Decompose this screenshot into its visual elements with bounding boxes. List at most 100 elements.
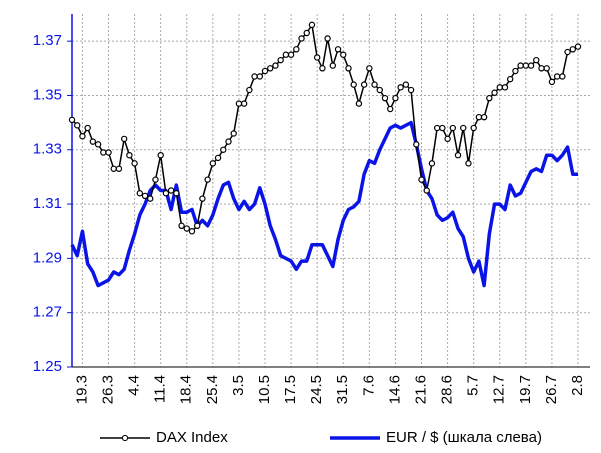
y-tick-label: 1.31 — [33, 195, 62, 212]
marker — [261, 67, 269, 75]
x-tick-label: 18.4 — [178, 375, 195, 404]
x-tick-label: 19.3 — [73, 375, 90, 404]
marker — [204, 176, 211, 183]
marker — [319, 65, 326, 72]
marker — [256, 73, 263, 80]
marker — [324, 35, 331, 42]
marker — [345, 65, 352, 72]
marker — [230, 130, 237, 137]
marker — [240, 100, 248, 107]
marker — [574, 43, 582, 50]
marker — [366, 65, 373, 72]
marker — [303, 29, 310, 37]
marker — [141, 192, 149, 200]
marker — [553, 73, 561, 80]
marker — [131, 160, 138, 167]
x-tick-label: 7.6 — [360, 375, 377, 396]
marker — [188, 228, 196, 235]
x-tick-label: 2.8 — [569, 375, 586, 396]
marker — [512, 67, 519, 75]
marker — [178, 222, 185, 229]
marker — [392, 94, 399, 102]
x-tick-label: 3.5 — [230, 375, 247, 396]
marker — [569, 46, 576, 53]
marker — [376, 86, 383, 94]
marker — [418, 176, 425, 183]
x-tick-label: 21.6 — [412, 375, 429, 404]
marker — [126, 151, 133, 159]
marker — [439, 124, 446, 132]
marker — [282, 51, 290, 58]
marker — [527, 62, 535, 69]
marker — [480, 113, 488, 121]
marker — [277, 56, 284, 64]
x-tick-label: 17.5 — [282, 375, 299, 404]
marker — [220, 146, 227, 153]
x-tick-label: 19.7 — [517, 375, 534, 404]
marker — [308, 21, 316, 29]
y-tick-label: 1.35 — [33, 86, 62, 103]
marker — [152, 176, 159, 183]
x-tick-label: 28.6 — [439, 375, 456, 404]
marker — [214, 154, 222, 162]
marker — [287, 51, 295, 58]
y-tick-label: 1.25 — [33, 358, 62, 375]
x-tick-label: 24.5 — [308, 375, 325, 404]
marker — [428, 160, 436, 167]
marker — [89, 138, 97, 145]
y-tick-label: 1.27 — [33, 304, 62, 321]
marker — [350, 81, 357, 88]
marker — [475, 113, 483, 121]
marker — [407, 86, 415, 94]
marker — [559, 73, 566, 80]
marker — [538, 65, 545, 72]
marker — [120, 135, 128, 143]
marker — [444, 135, 451, 143]
y-tick-label: 1.33 — [33, 141, 62, 158]
marker — [199, 195, 206, 202]
marker — [147, 195, 154, 202]
marker — [491, 89, 498, 96]
marker — [548, 78, 556, 86]
marker — [454, 151, 462, 159]
marker — [506, 75, 514, 83]
marker — [355, 100, 363, 107]
y-tick-label: 1.29 — [33, 249, 62, 266]
marker — [517, 62, 524, 69]
marker — [272, 62, 279, 69]
marker — [387, 105, 394, 113]
x-tick-label: 14.6 — [386, 375, 403, 404]
marker — [84, 124, 91, 132]
marker — [167, 187, 175, 194]
legend-label: DAX Index — [156, 429, 228, 446]
marker — [100, 149, 107, 156]
marker — [110, 165, 117, 172]
marker — [246, 86, 253, 94]
y-tick-label: 1.37 — [33, 32, 62, 49]
x-tick-label: 12.7 — [491, 375, 508, 404]
legend-marker — [121, 434, 129, 442]
marker — [209, 160, 217, 167]
marker — [564, 48, 571, 56]
marker — [371, 81, 378, 88]
marker — [360, 81, 368, 88]
marker — [313, 54, 321, 61]
x-tick-label: 10.5 — [256, 375, 273, 404]
marker — [501, 84, 509, 91]
x-tick-label: 26.3 — [99, 375, 116, 404]
legend-label: EUR / $ (шкала слева) — [386, 429, 542, 446]
marker — [94, 141, 102, 148]
x-tick-label: 4.4 — [126, 375, 143, 396]
marker — [329, 62, 337, 69]
marker — [162, 190, 170, 197]
marker — [79, 132, 86, 140]
marker — [381, 94, 389, 102]
marker — [433, 124, 441, 132]
marker — [543, 65, 550, 72]
marker — [397, 84, 404, 91]
x-tick-label: 31.5 — [334, 375, 351, 404]
marker — [486, 94, 493, 102]
marker — [105, 149, 112, 156]
marker — [68, 116, 76, 124]
